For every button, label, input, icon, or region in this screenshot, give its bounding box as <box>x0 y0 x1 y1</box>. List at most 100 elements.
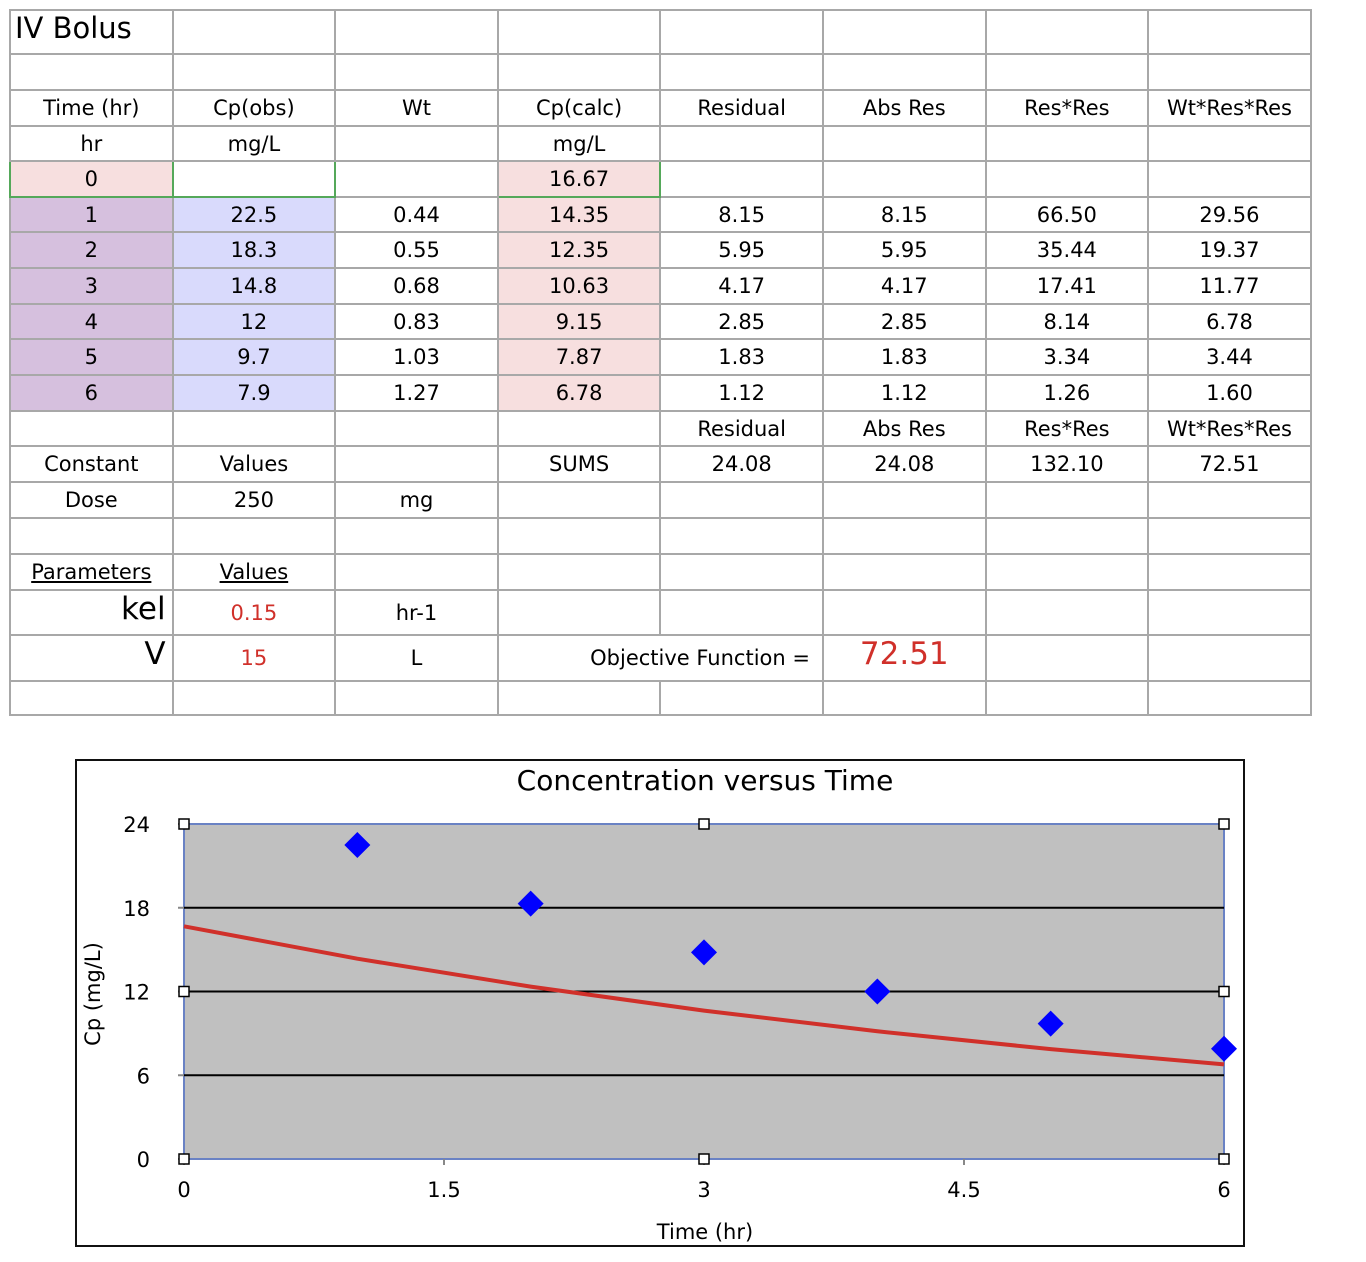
unit-abs-res[interactable] <box>821 125 987 162</box>
cell-res-res[interactable]: 3.34 <box>984 338 1150 376</box>
cell-cp-obs[interactable]: 12 <box>171 303 337 340</box>
cell-cp-calc[interactable]: 6.78 <box>496 374 662 412</box>
v-label[interactable]: V <box>9 634 174 682</box>
cell-abs-res[interactable]: 4.17 <box>821 267 987 305</box>
sums-label[interactable]: SUMS <box>496 445 662 483</box>
cell[interactable] <box>496 53 662 91</box>
cell-residual[interactable]: 8.15 <box>659 196 824 233</box>
resize-handle[interactable] <box>698 818 710 830</box>
cell-time[interactable]: 6 <box>9 374 174 412</box>
header-wt[interactable]: Wt <box>334 89 499 127</box>
parameters-values-label[interactable]: Values <box>171 553 337 591</box>
cell-res-res[interactable] <box>984 160 1150 198</box>
cell[interactable] <box>496 553 662 591</box>
cell[interactable] <box>171 517 337 555</box>
header-residual[interactable]: Residual <box>659 89 824 127</box>
cell[interactable] <box>334 410 499 447</box>
cell[interactable] <box>1147 517 1312 555</box>
cell[interactable] <box>659 517 824 555</box>
cell[interactable] <box>9 517 174 555</box>
cell-cp-obs[interactable]: 9.7 <box>171 338 337 376</box>
dose-value[interactable]: 250 <box>171 481 337 519</box>
unit-wt-res-res[interactable] <box>1147 125 1312 162</box>
cell-cp-calc[interactable]: 12.35 <box>496 231 662 269</box>
cell-wt[interactable] <box>334 160 499 198</box>
cell[interactable] <box>821 680 987 716</box>
cell[interactable] <box>984 589 1150 636</box>
cell-cp-obs[interactable] <box>171 160 337 198</box>
cell[interactable] <box>984 634 1150 682</box>
kel-value[interactable]: 0.15 <box>171 589 337 636</box>
cell[interactable] <box>821 481 987 519</box>
cell-time[interactable]: 5 <box>9 338 174 376</box>
dose-unit[interactable]: mg <box>334 481 499 519</box>
concentration-time-chart[interactable]: Concentration versus Time 0 6 12 18 24 0 1.5 3… <box>77 761 1243 1245</box>
v-value[interactable]: 15 <box>171 634 337 682</box>
cell[interactable] <box>9 680 174 716</box>
cell[interactable] <box>1147 53 1312 91</box>
cell-cp-calc[interactable]: 9.15 <box>496 303 662 340</box>
kel-unit[interactable]: hr-1 <box>334 589 499 636</box>
cell-cp-obs[interactable]: 7.9 <box>171 374 337 412</box>
cell-time[interactable]: 3 <box>9 267 174 305</box>
cell-wt-res-res[interactable]: 1.60 <box>1147 374 1312 412</box>
cell[interactable] <box>1147 634 1312 682</box>
cell[interactable] <box>171 680 337 716</box>
sums-header-res-res[interactable]: Res*Res <box>984 410 1150 447</box>
cell[interactable] <box>1147 481 1312 519</box>
cell-wt[interactable]: 0.68 <box>334 267 499 305</box>
cell[interactable] <box>659 9 824 55</box>
cell[interactable] <box>984 680 1150 716</box>
sum-residual[interactable]: 24.08 <box>659 445 824 483</box>
cell-residual[interactable]: 5.95 <box>659 231 824 269</box>
cell[interactable] <box>984 553 1150 591</box>
cell[interactable] <box>1147 553 1312 591</box>
cell[interactable] <box>171 410 337 447</box>
cell-wt[interactable]: 0.83 <box>334 303 499 340</box>
cell-time[interactable]: 0 <box>9 160 174 198</box>
cell[interactable] <box>496 589 662 636</box>
resize-handle[interactable] <box>1218 818 1230 830</box>
header-cp-obs[interactable]: Cp(obs) <box>171 89 337 127</box>
cell-res-res[interactable]: 1.26 <box>984 374 1150 412</box>
cell[interactable] <box>659 589 824 636</box>
resize-handle[interactable] <box>1218 1153 1230 1165</box>
cell[interactable] <box>821 53 987 91</box>
cell-res-res[interactable]: 17.41 <box>984 267 1150 305</box>
objective-function-label[interactable]: Objective Function = <box>496 634 824 682</box>
resize-handle[interactable] <box>698 1153 710 1165</box>
cell[interactable] <box>496 517 662 555</box>
cell[interactable] <box>496 481 662 519</box>
cell-residual[interactable]: 1.12 <box>659 374 824 412</box>
cell-abs-res[interactable]: 1.12 <box>821 374 987 412</box>
chart-container[interactable]: Concentration versus Time 0 6 12 18 24 0 1.5 3… <box>75 759 1245 1247</box>
cell-residual[interactable]: 1.83 <box>659 338 824 376</box>
resize-handle[interactable] <box>178 1153 190 1165</box>
resize-handle[interactable] <box>1218 985 1230 998</box>
cell-abs-res[interactable]: 8.15 <box>821 196 987 233</box>
header-res-res[interactable]: Res*Res <box>984 89 1150 127</box>
cell-wt[interactable]: 0.44 <box>334 196 499 233</box>
parameters-label[interactable]: Parameters <box>9 553 174 591</box>
cell-cp-obs[interactable]: 22.5 <box>171 196 337 233</box>
cell-wt-res-res[interactable]: 19.37 <box>1147 231 1312 269</box>
sum-res-res[interactable]: 132.10 <box>984 445 1150 483</box>
cell-abs-res[interactable]: 1.83 <box>821 338 987 376</box>
cell[interactable] <box>659 481 824 519</box>
constant-label[interactable]: Constant <box>9 445 174 483</box>
header-wt-res-res[interactable]: Wt*Res*Res <box>1147 89 1312 127</box>
cell-time[interactable]: 1 <box>9 196 174 233</box>
cell[interactable] <box>984 53 1150 91</box>
unit-res-res[interactable] <box>984 125 1150 162</box>
header-time[interactable]: Time (hr) <box>9 89 174 127</box>
cell-residual[interactable]: 2.85 <box>659 303 824 340</box>
resize-handle[interactable] <box>178 985 190 998</box>
sheet-title[interactable]: IV Bolus <box>9 9 174 55</box>
cell[interactable] <box>171 9 337 55</box>
cell-abs-res[interactable]: 2.85 <box>821 303 987 340</box>
cell[interactable] <box>821 9 987 55</box>
cell-time[interactable]: 2 <box>9 231 174 269</box>
cell-cp-calc[interactable]: 7.87 <box>496 338 662 376</box>
sums-header-abs-res[interactable]: Abs Res <box>821 410 987 447</box>
kel-label[interactable]: kel <box>9 589 174 636</box>
